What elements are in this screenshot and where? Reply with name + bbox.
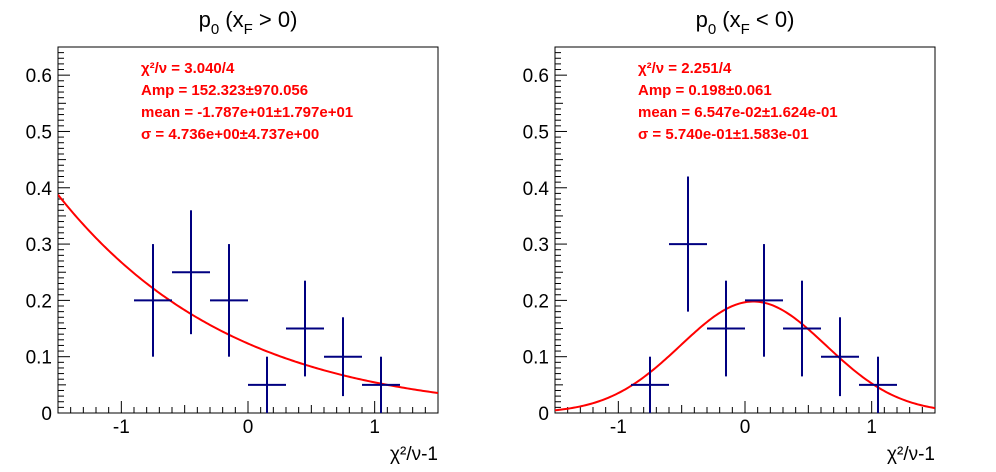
- fit-stat-line: Amp = 152.323±970.056: [141, 82, 308, 99]
- data-point: [631, 356, 669, 413]
- x-axis-title: χ²/ν-1: [887, 444, 935, 465]
- y-tick-label: 0.4: [523, 179, 550, 200]
- data-point: [134, 244, 172, 357]
- x-tick-label: -1: [113, 417, 130, 438]
- fit-stat-line: mean = -1.787e+01±1.797e+01: [141, 104, 353, 121]
- fit-stat-line: χ²/ν = 2.251/4: [638, 60, 732, 77]
- y-tick-label: 0.4: [26, 179, 53, 200]
- title-part-main: p: [696, 7, 708, 32]
- title-part-close: < 0): [750, 7, 795, 32]
- fit-curve: [58, 194, 438, 394]
- title-part-sub0: 0: [211, 21, 219, 38]
- y-tick-label: 0.6: [523, 66, 549, 87]
- x-tick-label: 0: [243, 417, 254, 438]
- fit-curve: [555, 300, 935, 412]
- title-part-open: (x: [219, 7, 243, 32]
- data-point: [669, 176, 707, 312]
- fit-stat-line: χ²/ν = 3.040/4: [141, 60, 235, 77]
- fit-stat-line: σ = 5.740e-01±1.583e-01: [638, 126, 809, 143]
- y-tick-label: 0.1: [26, 348, 52, 369]
- y-tick-label: 0.3: [523, 235, 549, 256]
- y-tick-label: 0.6: [26, 66, 52, 87]
- fit-stat-line: mean = 6.547e-02±1.624e-01: [638, 104, 838, 121]
- title-part-subF: F: [741, 21, 750, 38]
- panel-title: p0 (xF > 0): [199, 7, 298, 38]
- data-point: [859, 356, 897, 413]
- y-tick-label: 0.1: [523, 348, 549, 369]
- x-tick-label: 1: [369, 417, 380, 438]
- y-tick-label: 0.3: [26, 235, 52, 256]
- data-point: [286, 280, 324, 377]
- data-point: [707, 280, 745, 377]
- data-point: [324, 317, 362, 397]
- fit-stat-line: Amp = 0.198±0.061: [638, 82, 772, 99]
- y-tick-label: 0: [538, 404, 549, 425]
- y-tick-label: 0.2: [523, 291, 549, 312]
- data-point: [172, 210, 210, 335]
- title-part-sub0: 0: [708, 21, 716, 38]
- title-part-close: > 0): [253, 7, 298, 32]
- panel-1: p0 (xF > 0)-1 0 100.10.20.30.40.50.6χ²/ν-1…: [26, 7, 439, 465]
- y-tick-label: 0.5: [523, 122, 549, 143]
- y-tick-label: 0.5: [26, 122, 52, 143]
- data-point: [745, 244, 783, 357]
- title-part-subF: F: [244, 21, 253, 38]
- data-point: [210, 244, 248, 357]
- data-point: [362, 356, 400, 413]
- title-part-main: p: [199, 7, 211, 32]
- data-point: [783, 280, 821, 377]
- title-part-open: (x: [716, 7, 740, 32]
- fit-stat-line: σ = 4.736e+00±4.737e+00: [141, 126, 319, 143]
- y-tick-label: 0.2: [26, 291, 52, 312]
- x-tick-label: 0: [740, 417, 751, 438]
- panel-2: p0 (xF < 0)-1 0 100.10.20.30.40.50.6χ²/ν-1…: [523, 7, 936, 465]
- x-tick-label: -1: [610, 417, 627, 438]
- x-axis-title: χ²/ν-1: [390, 444, 438, 465]
- panel-title: p0 (xF < 0): [696, 7, 795, 38]
- y-tick-label: 0: [41, 404, 52, 425]
- data-point: [821, 317, 859, 397]
- data-point: [248, 356, 286, 413]
- x-tick-label: 1: [866, 417, 877, 438]
